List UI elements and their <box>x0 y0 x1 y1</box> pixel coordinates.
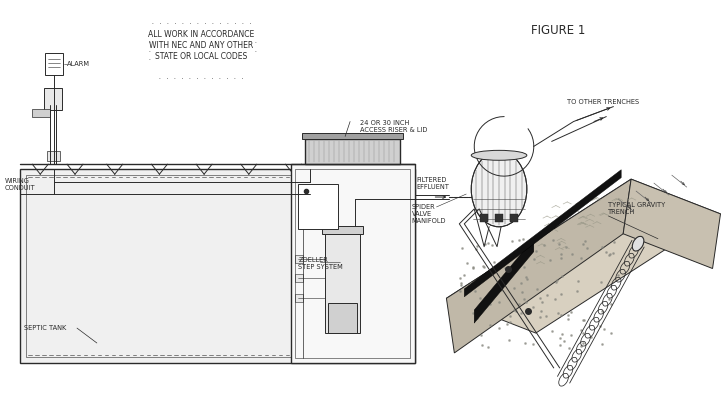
Polygon shape <box>623 179 720 269</box>
Bar <box>480 214 488 222</box>
Bar <box>20 169 415 363</box>
Bar <box>510 214 518 222</box>
Bar <box>322 226 363 234</box>
Text: ZOELLER
STEP SYSTEM: ZOELLER STEP SYSTEM <box>298 257 343 270</box>
Text: WIRING
CONDUIT: WIRING CONDUIT <box>4 178 35 191</box>
Text: ALL WORK IN ACCORDANCE: ALL WORK IN ACCORDANCE <box>148 30 254 39</box>
Text: SEPTIC TANK: SEPTIC TANK <box>25 325 67 331</box>
Text: 24 OR 30 INCH
ACCESS RISER & LID: 24 OR 30 INCH ACCESS RISER & LID <box>360 120 428 133</box>
Text: ALARM: ALARM <box>67 61 90 67</box>
Bar <box>495 214 503 222</box>
Bar <box>45 53 63 75</box>
Bar <box>298 184 338 229</box>
Bar <box>328 303 357 333</box>
Polygon shape <box>474 239 534 323</box>
Bar <box>325 234 360 333</box>
Bar <box>33 109 50 117</box>
Bar <box>26 175 409 357</box>
Bar <box>295 169 409 358</box>
Bar <box>290 164 415 363</box>
Ellipse shape <box>471 151 527 227</box>
Text: FILTERED
EFFLUENT: FILTERED EFFLUENT <box>417 177 449 190</box>
Bar <box>306 139 400 164</box>
Polygon shape <box>446 179 720 333</box>
Polygon shape <box>465 170 621 297</box>
Bar <box>303 133 403 139</box>
Bar <box>295 275 303 282</box>
Polygon shape <box>446 179 631 353</box>
Ellipse shape <box>632 236 644 251</box>
Text: . . . . . . . . . . . . . .: . . . . . . . . . . . . . . <box>150 20 252 25</box>
Text: .
.
.
.: . . . . <box>147 31 152 61</box>
Text: .
.: . . <box>254 40 258 53</box>
Text: . . . . . . . . . . . .: . . . . . . . . . . . . <box>158 75 244 80</box>
Text: WITH NEC AND ANY OTHER: WITH NEC AND ANY OTHER <box>149 41 253 49</box>
Bar <box>295 255 303 263</box>
Text: SPIDER
VALVE
MANIFOLD: SPIDER VALVE MANIFOLD <box>412 204 446 224</box>
Bar <box>47 151 60 161</box>
Bar <box>295 294 303 302</box>
Polygon shape <box>623 179 720 269</box>
Text: TYPICAL GRAVITY
TRENCH: TYPICAL GRAVITY TRENCH <box>608 202 666 215</box>
Ellipse shape <box>471 150 527 160</box>
Text: FIGURE 1: FIGURE 1 <box>531 24 586 37</box>
Text: STATE OR LOCAL CODES: STATE OR LOCAL CODES <box>155 51 248 61</box>
Bar <box>44 88 62 110</box>
Polygon shape <box>446 179 631 353</box>
Text: TO OTHER TRENCHES: TO OTHER TRENCHES <box>566 99 639 105</box>
